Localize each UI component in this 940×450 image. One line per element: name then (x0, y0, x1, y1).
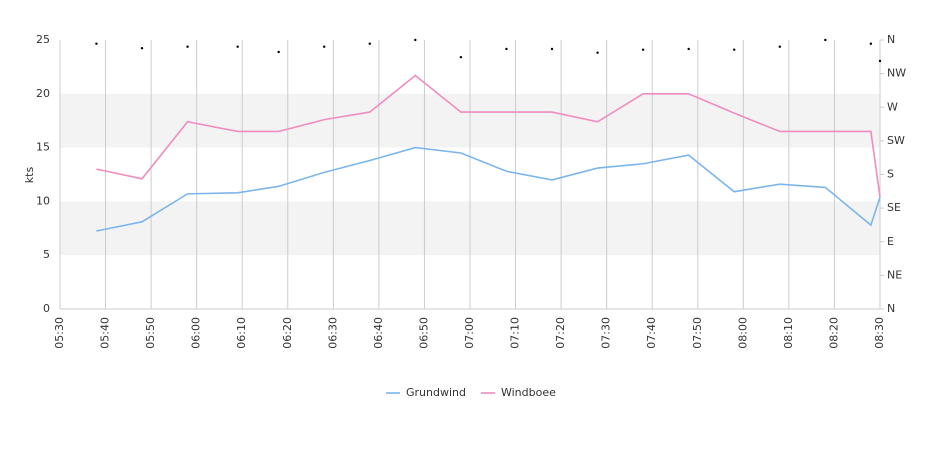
x-tick-label: 07:10 (509, 317, 522, 349)
direction-dot (459, 55, 463, 59)
x-tick-label: 08:30 (873, 317, 886, 349)
y2-tick-label: S (887, 168, 894, 181)
y2-tick-label: SW (887, 134, 905, 147)
y-tick-label: 15 (36, 141, 50, 154)
y-tick-label: 25 (36, 33, 50, 46)
legend-label: Grundwind (406, 386, 466, 399)
x-tick-label: 07:20 (554, 317, 567, 349)
direction-dot (140, 47, 144, 50)
direction-dot (641, 48, 645, 51)
y-tick-label: 5 (43, 248, 50, 261)
direction-dot (824, 38, 827, 42)
x-tick-label: 08:20 (827, 317, 840, 349)
x-tick-label: 05:30 (53, 317, 66, 349)
legend-label: Windboee (501, 386, 556, 399)
direction-dot (778, 45, 781, 48)
series-line (96, 146, 881, 232)
x-tick-label: 05:40 (99, 317, 112, 349)
x-tick-label: 07:00 (463, 317, 476, 349)
y2-tick-label: E (887, 235, 894, 248)
y2-tick-label: N (887, 302, 895, 315)
y2-tick-label: W (887, 100, 898, 113)
x-tick-label: 06:20 (281, 317, 294, 349)
y2-tick-label: NE (887, 268, 902, 281)
direction-dot (878, 59, 882, 63)
x-tick-label: 06:00 (190, 317, 203, 349)
direction-dot (186, 45, 189, 48)
direction-dot (323, 45, 326, 48)
x-tick-label: 08:10 (782, 317, 795, 349)
y2-tick-label: N (887, 33, 895, 46)
x-tick-label: 06:30 (326, 317, 339, 349)
x-tick-label: 06:50 (417, 317, 430, 349)
direction-dot (414, 38, 417, 42)
direction-dot (505, 47, 508, 51)
y-tick-label: 10 (36, 194, 50, 207)
direction-dot (733, 48, 736, 51)
direction-dot (368, 42, 371, 45)
direction-dot (596, 51, 599, 54)
y-tick-label: 0 (43, 302, 50, 315)
x-tick-label: 06:40 (372, 317, 385, 349)
x-tick-label: 06:10 (235, 317, 248, 349)
y-axis-label: kts (23, 167, 36, 184)
y-tick-label: 20 (36, 87, 50, 100)
x-tick-label: 07:40 (645, 317, 658, 349)
x-tick-label: 08:00 (736, 317, 749, 349)
series-line (96, 74, 881, 198)
direction-dot (277, 50, 280, 54)
y2-tick-label: NW (887, 67, 906, 80)
direction-dot (236, 45, 239, 48)
x-tick-label: 05:50 (144, 317, 157, 349)
y2-tick-label: SE (887, 201, 901, 214)
direction-dot (869, 42, 873, 45)
direction-dot (550, 47, 554, 51)
x-tick-label: 07:50 (691, 317, 704, 349)
x-tick-label: 07:30 (600, 317, 613, 349)
direction-dot (95, 42, 98, 45)
direction-dot (687, 47, 690, 51)
